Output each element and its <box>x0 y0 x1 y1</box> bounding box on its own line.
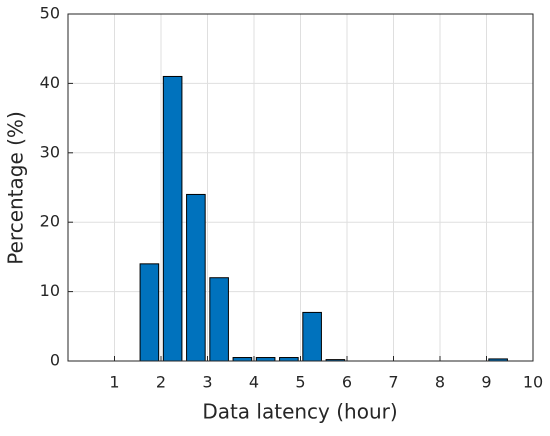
x-tick-label: 3 <box>202 373 212 392</box>
x-tick-label: 2 <box>156 373 166 392</box>
x-tick-label: 1 <box>109 373 119 392</box>
x-tick-label: 4 <box>249 373 259 392</box>
x-tick-label: 8 <box>435 373 445 392</box>
x-tick-label: 10 <box>523 373 543 392</box>
x-tick-label: 5 <box>295 373 305 392</box>
x-tick-label: 9 <box>481 373 491 392</box>
bar <box>232 357 253 362</box>
bar <box>302 311 322 362</box>
bar <box>279 357 299 362</box>
y-tick-label: 30 <box>40 142 60 161</box>
bar <box>162 75 183 362</box>
bar <box>186 193 206 362</box>
bar <box>209 277 229 362</box>
x-tick-label: 6 <box>342 373 352 392</box>
y-tick-label: 0 <box>50 351 60 370</box>
bar <box>139 263 160 362</box>
bar <box>255 357 276 362</box>
y-tick-label: 40 <box>40 73 60 92</box>
x-tick-label: 7 <box>388 373 398 392</box>
y-tick-label: 20 <box>40 212 60 231</box>
y-axis-label: Percentage (%) <box>4 111 28 264</box>
y-tick-label: 50 <box>40 4 60 23</box>
x-axis-label: Data latency (hour) <box>202 400 397 424</box>
plot-frame <box>67 13 534 362</box>
y-tick-label: 10 <box>40 281 60 300</box>
